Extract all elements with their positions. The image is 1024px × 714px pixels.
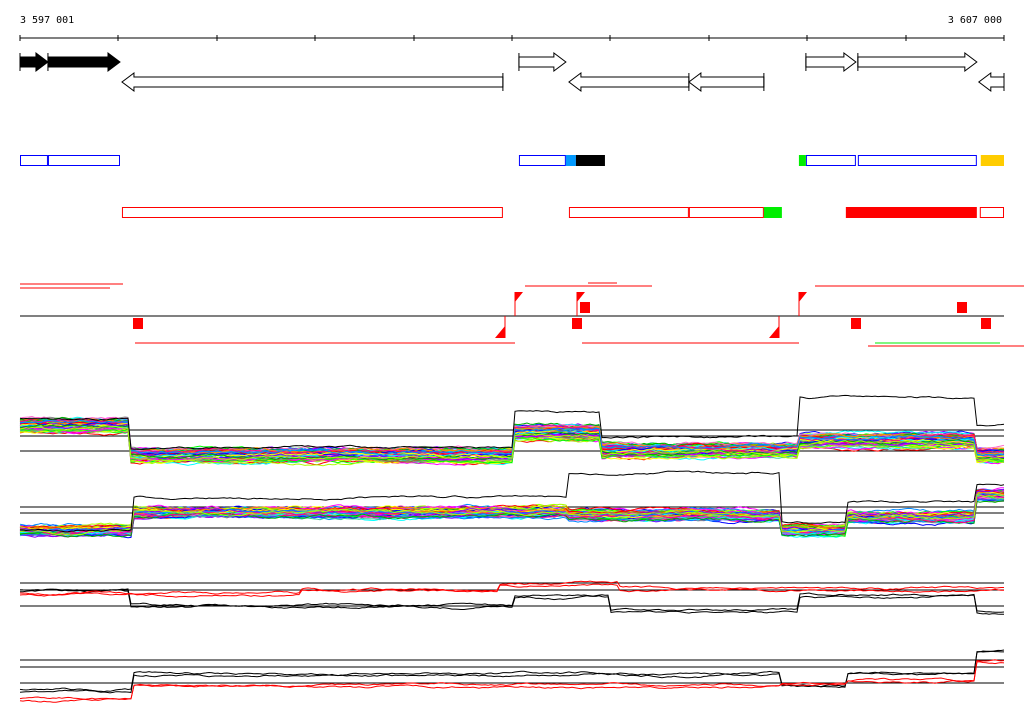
summary-profile-line <box>20 588 1005 615</box>
forward-transcript-track <box>20 155 1004 166</box>
marker-flag <box>515 292 523 302</box>
transcript-box <box>805 155 856 166</box>
profile-line <box>19 493 1005 536</box>
transcript-box <box>857 155 977 166</box>
gene-arrow-yvmB <box>805 52 857 72</box>
segment-S1339 <box>980 155 1004 166</box>
ruler-end-label: 3 607 000 <box>948 15 1002 26</box>
segment-S1335 <box>575 155 605 166</box>
transcript-box <box>518 155 566 166</box>
gene-arrow-yvlD <box>977 72 1005 92</box>
gene-arrow-nagBA <box>19 52 49 72</box>
marker-flag <box>495 326 505 338</box>
expression-profiles <box>19 394 1005 703</box>
profile-max-line <box>19 394 1005 450</box>
summary-profile-line <box>19 650 1004 694</box>
gene-arrow-yvnA <box>518 52 567 72</box>
marker-box <box>133 318 143 329</box>
profile-line <box>20 419 1005 457</box>
marker-box <box>957 302 967 313</box>
segment-unnamed <box>798 155 806 166</box>
gene-arrow-track <box>19 52 1005 93</box>
gene-arrow-yvmC <box>688 72 765 92</box>
transcript-box <box>688 207 764 218</box>
transcript-box <box>121 207 503 218</box>
marker-flag <box>577 292 585 302</box>
marker-flag <box>769 326 779 338</box>
summary-profile-line <box>19 661 1005 703</box>
profile-line <box>19 425 1005 463</box>
summary-profile-line <box>19 659 1005 701</box>
segment-S1336 <box>763 207 782 218</box>
transcript-box <box>20 155 48 166</box>
segment-S1334 <box>565 155 576 166</box>
transcript-box <box>568 207 689 218</box>
gene-arrow-cypX <box>568 72 690 92</box>
segment-S1338 <box>845 207 977 218</box>
profile-line <box>19 423 1005 461</box>
transcript-box <box>47 155 120 166</box>
summary-profile-line <box>19 580 1004 596</box>
profile-max-line <box>19 470 1005 533</box>
coordinate-ruler: 3 597 001 3 607 000 <box>19 15 1005 41</box>
transcript-box <box>979 207 1005 218</box>
marker-flag <box>799 292 807 302</box>
summary-profile-line <box>19 588 1005 613</box>
summary-profile-line <box>19 583 1005 598</box>
reverse-transcript-track <box>121 207 1005 218</box>
profile-line <box>19 492 1005 533</box>
ruler-start-label: 3 597 001 <box>20 15 74 26</box>
gene-arrow-yvoA <box>47 52 121 72</box>
gene-arrow-yvnB <box>121 71 504 93</box>
marker-box <box>981 318 991 329</box>
profile-line <box>19 488 1005 532</box>
marker-box <box>580 302 590 313</box>
annotation-track <box>20 282 1024 347</box>
marker-box <box>572 318 582 329</box>
marker-box <box>851 318 861 329</box>
gene-arrow-yvmA <box>857 52 978 72</box>
summary-profile-line <box>19 649 1005 693</box>
